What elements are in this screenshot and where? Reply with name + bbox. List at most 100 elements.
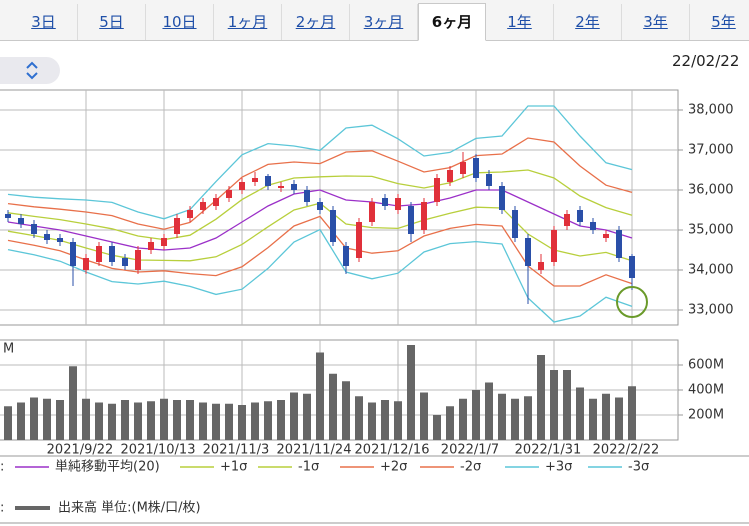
volume-bar [199, 402, 207, 440]
candle-body [200, 202, 206, 210]
volume-bar [407, 345, 415, 440]
legend-label: +1σ [220, 460, 247, 475]
candle-body [5, 214, 11, 218]
tab[interactable]: 1年 [486, 4, 554, 40]
volume-bar [602, 393, 610, 440]
candle-body [551, 230, 557, 262]
candle-body [187, 210, 193, 218]
y-tick-label: 36,000 [688, 183, 734, 198]
legend-label: 出来高 単位:(M株/口/枚) [58, 500, 201, 516]
candle-body [421, 202, 427, 230]
volume-bar [589, 398, 597, 440]
candle-body [317, 202, 323, 210]
candle-body [44, 234, 50, 240]
candle-body [616, 230, 622, 258]
candle-body [265, 176, 271, 186]
volume-bar [576, 387, 584, 440]
legend-label: -2σ [460, 460, 481, 475]
volume-bar [147, 401, 155, 440]
candle-body [57, 238, 63, 242]
tab[interactable]: 2年 [554, 4, 622, 40]
legend-label: +3σ [545, 460, 572, 475]
tab[interactable]: 3ヶ月 [350, 4, 418, 40]
volume-bar [82, 398, 90, 440]
tab[interactable]: 1ヶ月 [214, 4, 282, 40]
band-line [7, 169, 633, 241]
volume-bar [615, 397, 623, 440]
volume-bar [537, 355, 545, 440]
candle-body [109, 246, 115, 262]
candle-body [148, 242, 154, 250]
volume-bar [329, 373, 337, 440]
tab[interactable]: 10日 [146, 4, 214, 40]
volume-bar [43, 398, 51, 440]
volume-bar [524, 396, 532, 440]
legend-label: -1σ [298, 460, 319, 475]
candle-body [499, 186, 505, 210]
y-tick-label: 33,000 [688, 303, 734, 318]
candle-body [70, 242, 76, 266]
volume-bar [550, 370, 558, 440]
tab[interactable]: 5年 [690, 4, 749, 40]
candle-body [18, 218, 24, 224]
candle-body [525, 238, 531, 266]
x-tick-label: 2021/12/16 [355, 443, 430, 458]
y-tick-label: 35,000 [688, 223, 734, 238]
y-unit-label: M [3, 342, 14, 357]
volume-bar [355, 396, 363, 440]
y-tick-label: 34,000 [688, 263, 734, 278]
candle-body [291, 184, 297, 190]
volume-bar [563, 370, 571, 440]
volume-bar [381, 400, 389, 440]
tab[interactable]: 6ヶ月 [418, 3, 486, 41]
volume-bar [446, 406, 454, 440]
volume-bar [108, 403, 116, 440]
volume-bar [56, 400, 64, 440]
dropdown[interactable] [0, 57, 60, 84]
candle-body [434, 178, 440, 202]
volume-bar [459, 398, 467, 440]
y-tick-label: 400M [688, 383, 724, 398]
legend-label: +2σ [380, 460, 407, 475]
volume-bar [368, 402, 376, 440]
candle-body [382, 198, 388, 206]
candle-body [213, 198, 219, 206]
tab[interactable]: 3日 [10, 4, 78, 40]
candle-body [343, 246, 349, 266]
candle-body [369, 202, 375, 222]
candle-body [629, 256, 635, 278]
volume-bar [290, 392, 298, 440]
volume-bar [95, 402, 103, 440]
candle-body [226, 190, 232, 198]
volume-bar [69, 366, 77, 440]
volume-bar [30, 397, 38, 440]
volume-bar [394, 401, 402, 440]
volume-bar [17, 402, 25, 440]
volume-bar [342, 381, 350, 440]
date: 22/02/22 [672, 52, 740, 70]
volume-bar [472, 390, 480, 440]
volume-bar [212, 403, 220, 440]
candle-body [174, 218, 180, 234]
candle-body [408, 206, 414, 234]
x-tick-label: 2021/9/22 [47, 443, 114, 458]
tab[interactable]: 2ヶ月 [282, 4, 350, 40]
volume-bar [225, 403, 233, 440]
legend-label: 単純移動平均(20) [55, 459, 160, 475]
highlight-circle [616, 286, 648, 318]
candle-body [512, 210, 518, 238]
candle-body [252, 178, 258, 182]
tab[interactable]: 3年 [622, 4, 690, 40]
candle-body [603, 234, 609, 238]
y-tick-label: 38,000 [688, 103, 734, 118]
legend-label: -3σ [628, 460, 649, 475]
candle-body [83, 258, 89, 270]
tab[interactable]: 5日 [78, 4, 146, 40]
y-tick-label: 200M [688, 408, 724, 423]
candle-body [473, 158, 479, 178]
volume-bar [498, 393, 506, 440]
candle-body [330, 210, 336, 242]
volume-bar [238, 405, 246, 440]
